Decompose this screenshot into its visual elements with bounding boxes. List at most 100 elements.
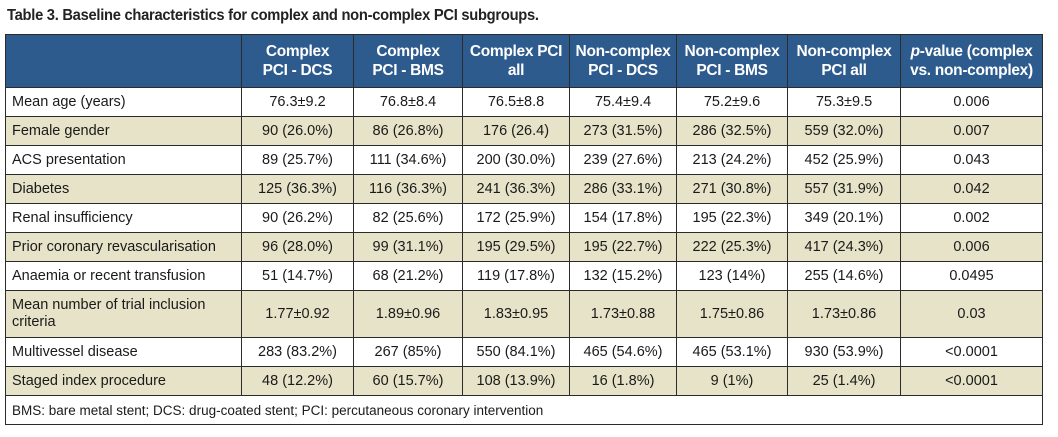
value-cell: 273 (31.5%) <box>569 116 677 146</box>
p-value-cell: 0.006 <box>900 232 1043 262</box>
value-cell: 90 (26.2%) <box>241 203 354 233</box>
row-label: ACS presentation <box>5 145 242 175</box>
header-p-value: p-value (complex vs. non-complex) <box>900 34 1043 88</box>
value-cell: 68 (21.2%) <box>353 261 463 291</box>
value-cell: 195 (29.5%) <box>462 232 570 262</box>
table-row: Multivessel disease 283 (83.2%) 267 (85%) 5… <box>5 337 1043 367</box>
header-row: Complex PCI - DCS Complex PCI - BMS Comp… <box>5 34 1043 88</box>
table-row: Mean number of trial inclusion criteria 1… <box>5 290 1043 338</box>
value-cell: 1.77±0.92 <box>241 290 354 338</box>
table-caption: Table 3. Baseline characteristics for co… <box>7 7 539 24</box>
value-cell: 255 (14.6%) <box>787 261 901 291</box>
table-row: Female gender 90 (26.0%) 86 (26.8%) 176 (26… <box>5 116 1043 146</box>
value-cell: 172 (25.9%) <box>462 203 570 233</box>
table-row: Mean age (years) 76.3±9.2 76.8±8.4 76.5±8.8… <box>5 87 1043 117</box>
value-cell: 132 (15.2%) <box>569 261 677 291</box>
value-cell: 9 (1%) <box>676 366 788 396</box>
header-line: Complex PCI <box>469 43 563 60</box>
value-cell: 75.3±9.5 <box>787 87 901 117</box>
value-cell: 557 (31.9%) <box>787 174 901 204</box>
row-label: Renal insufficiency <box>5 203 242 233</box>
table-row: Anaemia or recent transfusion 51 (14.7%) 6… <box>5 261 1043 291</box>
value-cell: 76.8±8.4 <box>353 87 463 117</box>
value-cell: 222 (25.3%) <box>676 232 788 262</box>
header-non-complex-pci-all: Non-complex PCI all <box>787 34 901 88</box>
row-label: Mean age (years) <box>5 87 242 117</box>
header-line: all <box>507 62 525 79</box>
row-label: Mean number of trial inclusion criteria <box>5 290 242 338</box>
header-line: PCI - DCS <box>588 62 658 79</box>
value-cell: 75.4±9.4 <box>569 87 677 117</box>
value-cell: 96 (28.0%) <box>241 232 354 262</box>
value-cell: 89 (25.7%) <box>241 145 354 175</box>
row-label: Anaemia or recent transfusion <box>5 261 242 291</box>
row-label: Prior coronary revascularisation <box>5 232 242 262</box>
header-line: Non-complex <box>684 43 780 60</box>
header-line: Complex <box>376 43 440 60</box>
value-cell: 1.89±0.96 <box>353 290 463 338</box>
table-row: Staged index procedure 48 (12.2%) 60 (15.7… <box>5 366 1043 396</box>
header-line: vs. non-complex) <box>910 62 1033 79</box>
table-footnote: BMS: bare metal stent; DCS: drug-coated … <box>5 395 1043 425</box>
footnote-row: BMS: bare metal stent; DCS: drug-coated … <box>5 395 1043 425</box>
value-cell: 116 (36.3%) <box>353 174 463 204</box>
header-line: Non-complex <box>575 43 671 60</box>
value-cell: 271 (30.8%) <box>676 174 788 204</box>
value-cell: 111 (34.6%) <box>353 145 463 175</box>
value-cell: 283 (83.2%) <box>241 337 354 367</box>
value-cell: 349 (20.1%) <box>787 203 901 233</box>
value-cell: 930 (53.9%) <box>787 337 901 367</box>
p-value-cell: 0.0495 <box>900 261 1043 291</box>
value-cell: 90 (26.0%) <box>241 116 354 146</box>
value-cell: 465 (54.6%) <box>569 337 677 367</box>
table-row: Renal insufficiency 90 (26.2%) 82 (25.6%) 1… <box>5 203 1043 233</box>
p-italic: p <box>910 43 920 60</box>
value-cell: 123 (14%) <box>676 261 788 291</box>
value-cell: 75.2±9.6 <box>676 87 788 117</box>
value-cell: 1.73±0.86 <box>787 290 901 338</box>
row-label: Diabetes <box>5 174 242 204</box>
value-cell: 51 (14.7%) <box>241 261 354 291</box>
value-cell: 465 (53.1%) <box>676 337 788 367</box>
row-label: Staged index procedure <box>5 366 242 396</box>
row-label: Multivessel disease <box>5 337 242 367</box>
value-cell: 195 (22.3%) <box>676 203 788 233</box>
value-cell: 550 (84.1%) <box>462 337 570 367</box>
value-cell: 125 (36.3%) <box>241 174 354 204</box>
header-line: PCI - BMS <box>696 62 768 79</box>
value-cell: 559 (32.0%) <box>787 116 901 146</box>
p-value-cell: <0.0001 <box>900 337 1043 367</box>
value-cell: 99 (31.1%) <box>353 232 463 262</box>
header-line: Non-complex <box>796 43 892 60</box>
value-cell: 239 (27.6%) <box>569 145 677 175</box>
value-cell: 213 (24.2%) <box>676 145 788 175</box>
value-cell: 16 (1.8%) <box>569 366 677 396</box>
value-cell: 76.3±9.2 <box>241 87 354 117</box>
table-row: Diabetes 125 (36.3%) 116 (36.3%) 241 (36.3%… <box>5 174 1043 204</box>
value-cell: 60 (15.7%) <box>353 366 463 396</box>
value-cell: 286 (33.1%) <box>569 174 677 204</box>
header-complex-pci-all: Complex PCI all <box>462 34 570 88</box>
header-line: PCI - DCS <box>262 62 333 79</box>
value-cell: 82 (25.6%) <box>353 203 463 233</box>
value-cell: 286 (32.5%) <box>676 116 788 146</box>
value-cell: 200 (30.0%) <box>462 145 570 175</box>
p-value-rest: -value (complex <box>919 43 1033 60</box>
table-body: Mean age (years) 76.3±9.2 76.8±8.4 76.5±8.8… <box>5 87 1043 396</box>
header-complex-pci-bms: Complex PCI - BMS <box>353 34 463 88</box>
table-row: Prior coronary revascularisation 96 (28.0… <box>5 232 1043 262</box>
value-cell: 195 (22.7%) <box>569 232 677 262</box>
header-corner-cell <box>5 34 242 88</box>
header-complex-pci-dcs: Complex PCI - DCS <box>241 34 354 88</box>
value-cell: 48 (12.2%) <box>241 366 354 396</box>
value-cell: 1.83±0.95 <box>462 290 570 338</box>
header-non-complex-pci-bms: Non-complex PCI - BMS <box>676 34 788 88</box>
value-cell: 267 (85%) <box>353 337 463 367</box>
row-label: Female gender <box>5 116 242 146</box>
baseline-characteristics-table: Complex PCI - DCS Complex PCI - BMS Comp… <box>5 34 1043 425</box>
value-cell: 25 (1.4%) <box>787 366 901 396</box>
value-cell: 417 (24.3%) <box>787 232 901 262</box>
value-cell: 176 (26.4) <box>462 116 570 146</box>
value-cell: 119 (17.8%) <box>462 261 570 291</box>
value-cell: 1.75±0.86 <box>676 290 788 338</box>
